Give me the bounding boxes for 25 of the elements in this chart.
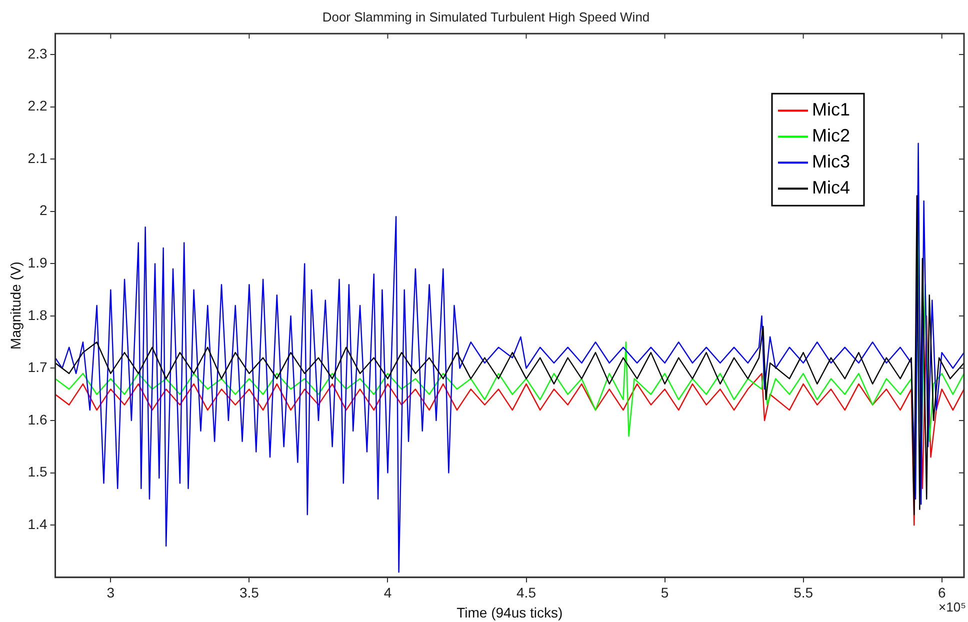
y-tick-label: 2 — [39, 202, 48, 218]
y-tick-label: 1.6 — [28, 411, 48, 428]
x-tick-label: 5.5 — [794, 584, 814, 601]
legend-label: Mic4 — [812, 178, 850, 198]
x-axis-title: Time (94us ticks) — [456, 604, 563, 620]
legend-label: Mic2 — [812, 126, 850, 146]
x-tick-label: 4 — [384, 584, 392, 601]
text: ×10⁵ — [938, 599, 966, 614]
x-tick-label: 5 — [660, 584, 669, 601]
y-axis-title: Magnitude (V) — [7, 262, 24, 350]
y-tick-label: 1.9 — [28, 254, 48, 271]
y-tick-label: 2.3 — [28, 45, 48, 62]
y-tick-label: 2.2 — [28, 98, 48, 114]
x-tick-label: 3.5 — [239, 584, 260, 601]
y-tick-label: 1.4 — [28, 516, 48, 532]
x-tick-label: 3 — [106, 584, 115, 601]
legend-label: Mic3 — [812, 152, 850, 172]
y-tick-label: 1.7 — [28, 359, 48, 376]
y-tick-label: 1.8 — [28, 306, 48, 323]
y-tick-label: 2.1 — [28, 150, 48, 166]
y-tick-label: 1.5 — [28, 464, 48, 480]
legend-label: Mic1 — [812, 100, 850, 120]
x-tick-label: 6 — [938, 584, 946, 601]
x-tick-label: 4.5 — [516, 584, 536, 601]
chart-title: Door Slamming in Simulated Turbulent High Speed Wind — [322, 9, 650, 24]
